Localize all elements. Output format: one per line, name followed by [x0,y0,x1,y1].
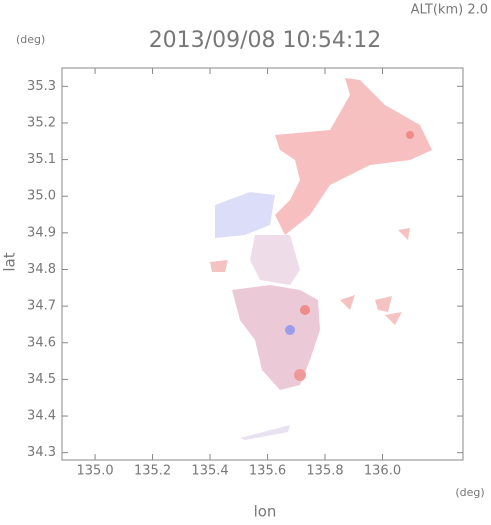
echo-region [285,325,295,335]
y-unit: (deg) [16,33,45,46]
y-tick-label: 34.3 [27,445,56,460]
y-tick-label: 34.4 [27,409,56,424]
x-unit: (deg) [455,486,484,499]
y-tick-label: 35.2 [27,115,56,130]
plot-frame [61,67,464,461]
x-tick-label: 135.0 [76,464,113,479]
echo-region [215,192,275,238]
x-tick-label: 135.4 [191,464,228,479]
y-tick-label: 34.7 [27,299,56,314]
y-axis-label: lat [1,252,19,271]
echo-region [232,285,320,390]
echo-region [406,131,414,139]
y-tick-label: 34.8 [27,262,56,277]
x-tick-label: 135.8 [306,464,343,479]
echo-region [275,78,432,235]
x-tick-label: 135.2 [134,464,171,479]
altitude-label: ALT(km) 2.0 [411,3,488,18]
y-tick-label: 35.3 [27,79,56,94]
x-tick-label: 135.6 [249,464,286,479]
y-tick-label: 34.6 [27,335,56,350]
echo-region [250,235,300,285]
y-tick-label: 35.1 [27,152,56,167]
echo-region [300,305,310,315]
echo-region [210,228,410,325]
chart-title: 2013/09/08 10:54:12 [149,28,382,53]
echo-region [240,425,290,440]
x-axis-label: lon [254,503,277,521]
x-tick-label: 136.0 [364,464,401,479]
echo-region [294,369,306,381]
y-tick-label: 35.0 [27,189,56,204]
echo-field [210,78,432,440]
y-tick-label: 34.5 [27,372,56,387]
y-tick-label: 34.9 [27,225,56,240]
